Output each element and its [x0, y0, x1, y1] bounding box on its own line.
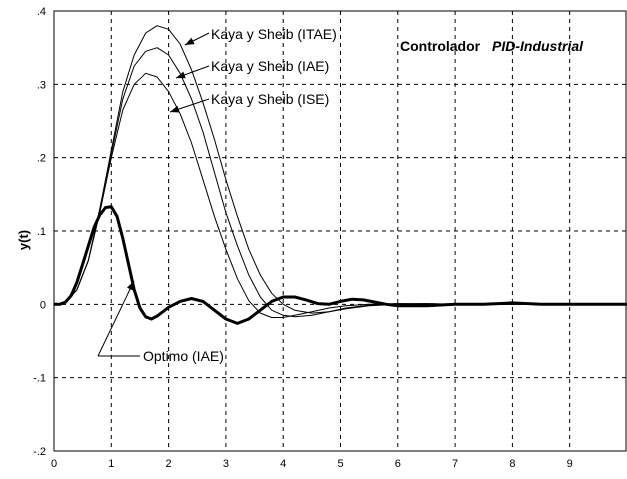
- y-tick-label: .1: [37, 226, 46, 238]
- x-tick-label: 4: [280, 458, 286, 470]
- annotation-label-optimo: Optimo (IAE): [143, 348, 224, 364]
- arrow-optimo: [97, 280, 135, 357]
- chart-title-part-1: Controlador: [400, 38, 481, 54]
- x-tick-label: 5: [337, 458, 343, 470]
- y-tick-label: .4: [37, 6, 46, 18]
- x-axis-ticks: 0 1 2 3 4 5 6 7 8 9: [51, 458, 573, 470]
- y-tick-label: .3: [37, 79, 46, 91]
- series-optimo-line: [54, 205, 627, 325]
- series-lines: [54, 25, 627, 325]
- annotation-arrows: [97, 32, 210, 357]
- x-tick-label: 0: [51, 458, 57, 470]
- x-tick-label: 6: [395, 458, 401, 470]
- y-tick-label: .2: [37, 153, 46, 165]
- annotation-label-ise: Kaya y Sheib (ISE): [211, 91, 329, 107]
- x-tick-label: 7: [452, 458, 458, 470]
- chart-title: Controlador PID-Industrial: [400, 38, 584, 54]
- x-tick-label: 1: [108, 458, 114, 470]
- x-tick-label: 8: [509, 458, 515, 470]
- x-tick-label: 2: [166, 458, 172, 470]
- arrow-ise-head: [170, 105, 180, 113]
- x-tick-label: 9: [567, 458, 573, 470]
- arrow-optimo-head: [127, 281, 134, 291]
- y-tick-label: -.2: [33, 446, 46, 458]
- gridlines: [54, 11, 627, 451]
- y-axis-label: y(t): [16, 230, 31, 250]
- chart-title-part-2: PID-Industrial: [492, 38, 584, 54]
- y-axis-ticks: .4 .3 .2 .1 0 -.1 -.2: [33, 6, 46, 458]
- y-tick-label: 0: [40, 299, 46, 311]
- x-tick-label: 3: [223, 458, 229, 470]
- annotation-label-iae: Kaya y Sheib (IAE): [211, 58, 329, 74]
- y-tick-label: -.1: [33, 373, 46, 385]
- arrow-iae-head: [176, 71, 186, 79]
- annotation-label-itae: Kaya y Sheib (ITAE): [211, 26, 337, 42]
- plot-frame: [53, 10, 627, 452]
- arrow-itae-head: [185, 37, 195, 45]
